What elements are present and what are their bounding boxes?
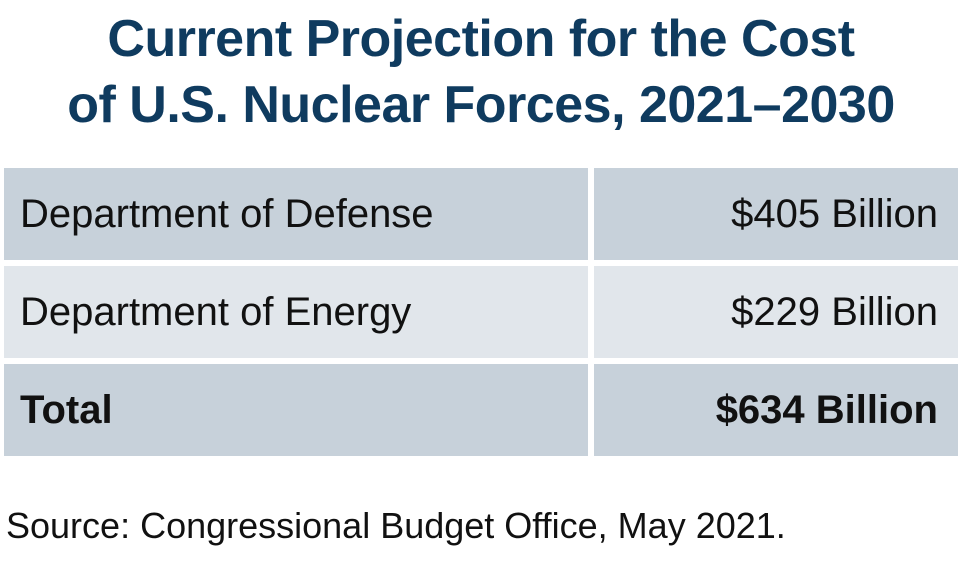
row-value-total: $634 Billion: [594, 364, 958, 456]
source-note: Source: Congressional Budget Office, May…: [6, 505, 786, 546]
chart-title-line-2: of U.S. Nuclear Forces, 2021–2030: [67, 76, 895, 134]
row-label-total: Total: [4, 364, 588, 456]
table-row-defense: Department of Defense $405 Billion: [4, 168, 958, 260]
row-value-defense: $405 Billion: [594, 168, 958, 260]
chart-title: Current Projection for the Cost of U.S. …: [0, 6, 962, 138]
chart-title-line-1: Current Projection for the Cost: [107, 10, 855, 68]
row-label-energy: Department of Energy: [4, 266, 588, 358]
table-row-total: Total $634 Billion: [4, 364, 958, 456]
table-row-energy: Department of Energy $229 Billion: [4, 266, 958, 358]
row-value-energy: $229 Billion: [594, 266, 958, 358]
row-label-defense: Department of Defense: [4, 168, 588, 260]
cost-table: Department of Defense $405 Billion Depar…: [4, 168, 958, 462]
